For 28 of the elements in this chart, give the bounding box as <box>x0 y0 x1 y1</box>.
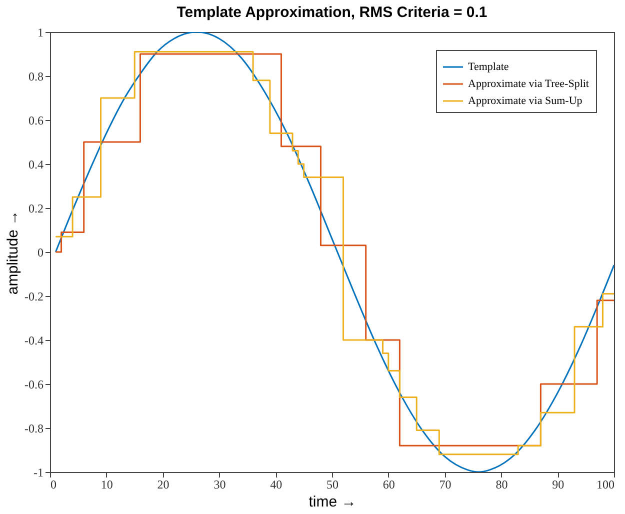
legend-label: Template <box>468 61 509 73</box>
x-tick-label: 90 <box>552 478 564 492</box>
x-tick-label: 60 <box>382 478 395 492</box>
x-tick-label: 0 <box>50 478 56 492</box>
legend-label: Approximate via Sum-Up <box>468 95 583 107</box>
x-tick-label: 50 <box>326 478 338 492</box>
y-axis-title: amplitude → <box>4 210 22 295</box>
x-tick-label: 30 <box>214 478 226 492</box>
chart-title: Template Approximation, RMS Criteria = 0.1 <box>176 4 488 21</box>
y-tick-label: -1 <box>34 466 44 480</box>
x-tick-label: 70 <box>439 478 452 492</box>
y-tick-label: 1 <box>38 26 44 40</box>
y-tick-label: 0 <box>38 246 44 260</box>
x-tick-label: 100 <box>596 478 614 492</box>
legend-label: Approximate via Tree-Split <box>468 78 589 90</box>
y-tick-label: -0.4 <box>24 334 44 348</box>
y-tick-label: -0.6 <box>24 378 44 392</box>
x-tick-label: 80 <box>496 478 508 492</box>
y-tick-label: 0.6 <box>28 114 44 128</box>
x-tick-label: 20 <box>157 478 170 492</box>
y-tick-label: -0.2 <box>24 290 44 304</box>
y-tick-label: 0.4 <box>28 158 44 172</box>
x-tick-label: 40 <box>270 478 282 492</box>
x-tick-label: 10 <box>100 478 113 492</box>
y-tick-label: 0.8 <box>28 70 44 84</box>
y-tick-label: 0.2 <box>28 202 44 216</box>
y-tick-label: -0.8 <box>24 422 44 436</box>
x-axis-title: time → <box>308 494 356 510</box>
